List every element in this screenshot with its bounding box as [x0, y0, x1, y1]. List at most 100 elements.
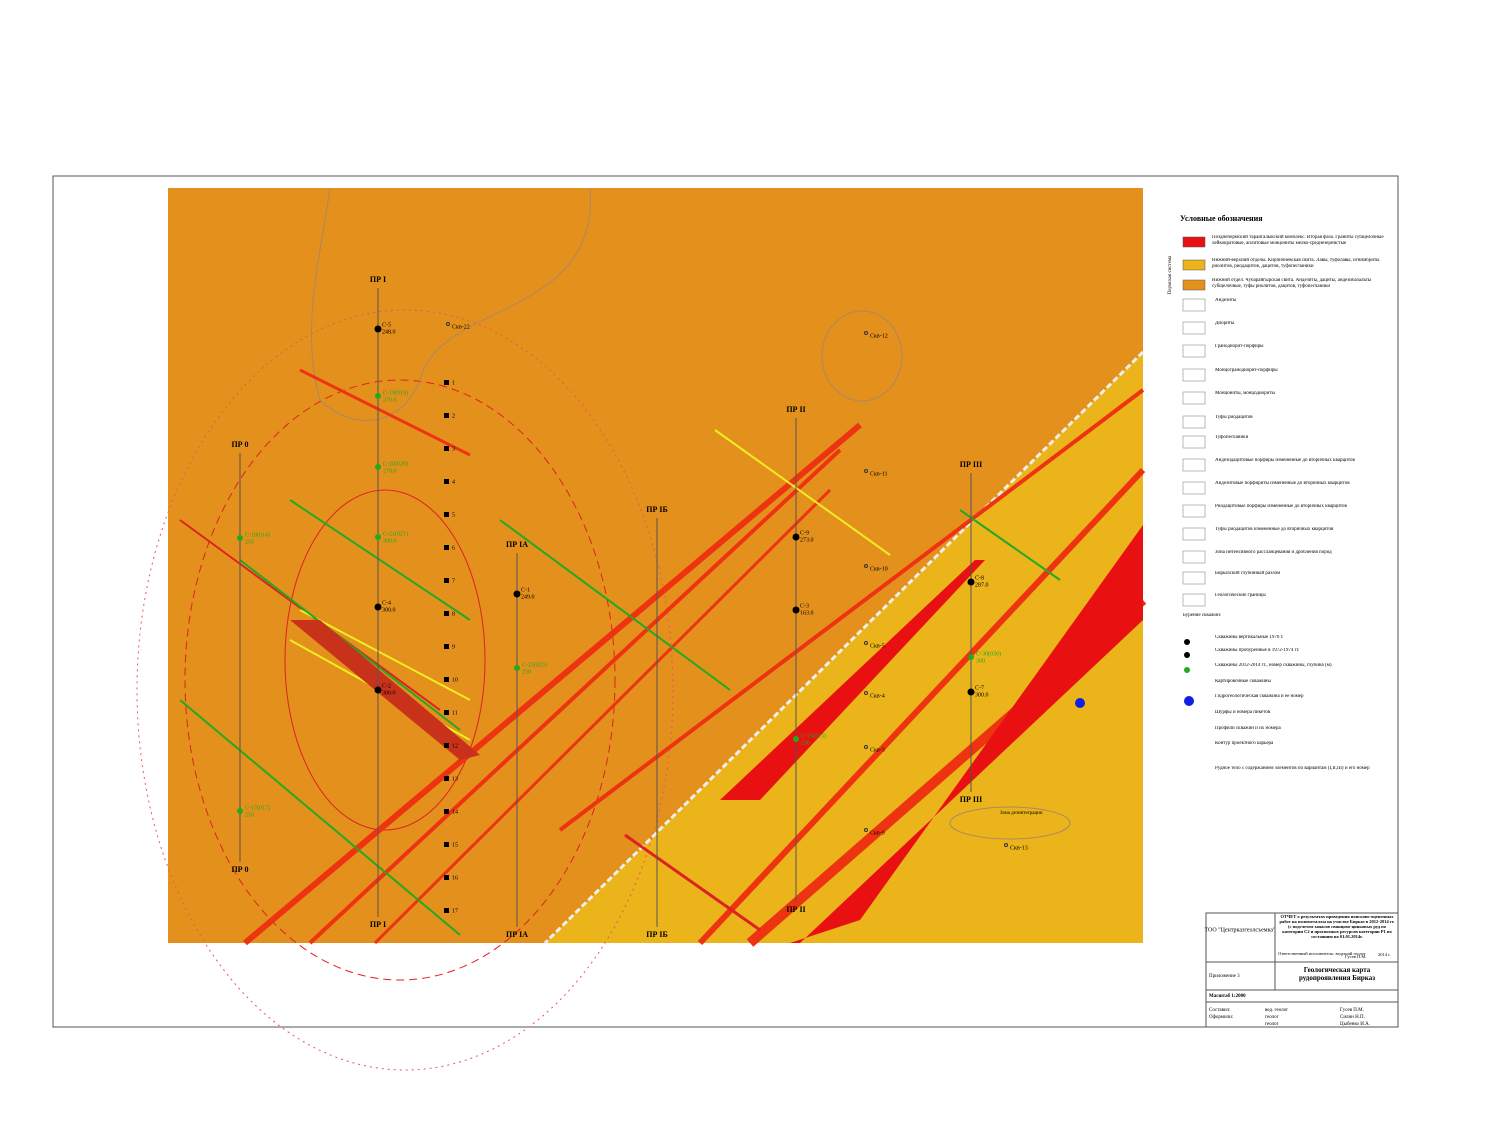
pit-number: 13 [452, 776, 458, 782]
well [967, 688, 975, 696]
well-id: С-30(030) [976, 650, 1001, 657]
borehole-label: Скв-5 [870, 643, 885, 649]
legend-item: Картировочные скважины [1215, 679, 1271, 684]
legend-swatch [1182, 593, 1206, 607]
legend-swatch [1182, 391, 1206, 405]
legend-swatch [1182, 344, 1206, 358]
legend-item: Шурфы и номера пикетов [1215, 710, 1270, 715]
well-id: С-1 [521, 587, 530, 593]
borehole-label: Скв-9 [870, 830, 885, 836]
well-depth: 300.0 [383, 538, 397, 544]
pit-number: 1 [452, 380, 455, 386]
map-title: Геологическая карта рудопроявления Бирка… [1299, 966, 1375, 982]
legend-item: Скважины пробуренные в 1972-1974 гг. [1215, 648, 1300, 653]
org: ТОО "Центрказгеолсъемка" [1204, 927, 1276, 933]
legend-item: Нижний-верхний отделы. Кирпичневская сви… [1212, 258, 1380, 269]
green-well [968, 654, 974, 660]
pit [444, 875, 449, 880]
name: Цыбенко И.А. [1340, 1022, 1370, 1027]
well [792, 533, 800, 541]
legend-label: Скважины пробуренные в 1972-1974 гг. [1215, 648, 1300, 653]
profile-label: ПР III [960, 795, 982, 804]
green-well [375, 464, 381, 470]
legend-item: Геологические границы [1215, 593, 1266, 598]
well-depth: 250 [801, 740, 810, 746]
legend-item: Гидрогеологическая скважина и ее номер [1215, 694, 1304, 699]
well-id: С-3 [800, 603, 809, 609]
legend-label: Туфы риодацитов [1215, 415, 1253, 420]
post: геолог [1265, 1022, 1279, 1027]
pit-contour [184, 379, 616, 981]
green-well [237, 535, 243, 541]
well-depth: 163.0 [800, 610, 814, 616]
well-depth: 270.0 [383, 468, 397, 474]
profile-label: ПР II [786, 405, 805, 414]
legend-swatch [1182, 458, 1206, 472]
profile-label: ПР IА [506, 540, 528, 549]
legend-label: Диориты [1215, 321, 1235, 326]
profile-label: ПР 0 [231, 440, 248, 449]
legend-swatch [1182, 571, 1206, 585]
legend-item: Скважины вертикальные 1970 г. [1215, 635, 1283, 640]
well-depth: 300.0 [382, 607, 396, 613]
pit [444, 380, 449, 385]
legend-item: Диориты [1215, 321, 1235, 326]
well-id: С-21(021) [383, 530, 408, 537]
scale: Масштаб 1:2000 [1209, 994, 1246, 999]
legend-label: Картировочные скважины [1215, 679, 1271, 684]
pit-number: 14 [452, 809, 458, 815]
boundary [821, 310, 903, 402]
legend-item: Андезитовые порфириты измененные до втор… [1215, 481, 1350, 486]
well [967, 578, 975, 586]
green-well [375, 393, 381, 399]
legend-label: Монцониты, монцодиориты [1215, 391, 1275, 396]
well [792, 606, 800, 614]
pit-number: 3 [452, 446, 455, 452]
legend-item: Контур проектного карьера [1215, 741, 1273, 746]
pit [444, 842, 449, 847]
zone-label: Зона дезинтеграции [1000, 811, 1043, 816]
legend-swatch [1182, 527, 1206, 541]
legend-swatch [1182, 415, 1206, 429]
legend-swatch [1182, 259, 1206, 271]
borehole-label: Скв-12 [870, 333, 888, 339]
pit-number: 4 [452, 479, 455, 485]
legend-item: Профили скважин и их номера [1215, 726, 1281, 731]
ore-body [290, 620, 480, 760]
well-depth: 273.0 [800, 537, 814, 543]
pit [444, 677, 449, 682]
legend-swatch [1182, 435, 1206, 449]
pit [444, 710, 449, 715]
legend-symbol [1184, 667, 1190, 673]
boundary [949, 806, 1071, 840]
year: 2014 г. [1378, 952, 1391, 957]
pit-contour [136, 309, 674, 1071]
ore-vein [179, 699, 461, 936]
legend-label: Бурение скважин: [1183, 613, 1222, 618]
legend-item: Риодацитовые порфиры измененные до втори… [1215, 504, 1347, 509]
pit [444, 446, 449, 451]
ore-vein [624, 833, 761, 932]
pit [444, 908, 449, 913]
pit-number: 16 [452, 875, 458, 881]
pit-number: 6 [452, 545, 455, 551]
well [374, 325, 382, 333]
legend-item: Туфопесчаники [1215, 435, 1248, 440]
well-id: С-9 [800, 530, 809, 536]
borehole [864, 564, 868, 568]
pit [444, 644, 449, 649]
legend-item: Монцогранодиорит-порфиры [1215, 368, 1278, 373]
profile-label: ПР II [786, 905, 805, 914]
profile-label: ПР III [960, 460, 982, 469]
legend-swatch [1182, 368, 1206, 382]
legend-item: Нижний отдел. Чубарайгырская свита. Анде… [1212, 278, 1371, 289]
pit [444, 512, 449, 517]
legend-item: Позднепермский тарангалыкский комплекс. … [1212, 235, 1384, 246]
well-depth: 300.0 [975, 692, 989, 698]
borehole-label: Скв-10 [870, 566, 888, 572]
well-depth: 300.0 [382, 690, 396, 696]
name: Гусев П.М. [1340, 1008, 1364, 1013]
well-depth: 270.0 [383, 397, 397, 403]
pit-number: 2 [452, 413, 455, 419]
